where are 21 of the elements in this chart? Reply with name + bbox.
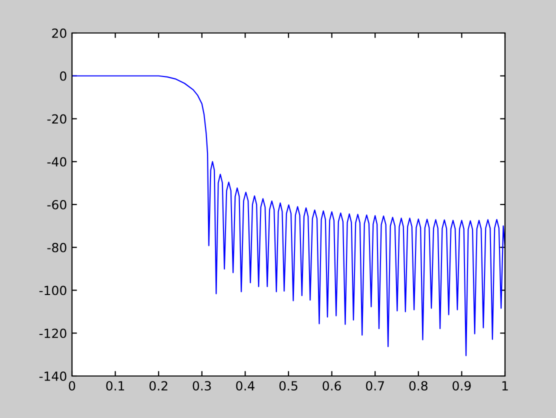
y-tick-label: -20 xyxy=(47,114,66,124)
x-tick-label: 0.9 xyxy=(452,381,471,391)
x-tick-label: 0.7 xyxy=(366,381,384,391)
x-tick-label: 0.1 xyxy=(106,381,124,391)
x-tick-label: 0.4 xyxy=(236,381,254,391)
y-tick-label: -40 xyxy=(47,157,66,167)
x-tick-label: 0.2 xyxy=(149,381,168,391)
x-tick-label: 0.8 xyxy=(409,381,428,391)
x-tick-label: 0.6 xyxy=(322,381,341,391)
y-tick-label: 0 xyxy=(60,71,66,81)
line-series xyxy=(72,75,505,356)
y-tick-label: -80 xyxy=(47,242,66,252)
y-tick-label: 20 xyxy=(52,28,66,38)
y-tick-label: -140 xyxy=(39,371,66,381)
x-tick-label: 0.3 xyxy=(192,381,211,391)
x-tick-label: 1 xyxy=(502,381,508,390)
y-tick-label: -60 xyxy=(47,200,66,210)
y-tick-label: -100 xyxy=(39,286,66,296)
x-tick-label: 0.5 xyxy=(279,381,298,391)
y-tick-label: -120 xyxy=(39,328,66,338)
x-tick-label: 0 xyxy=(68,381,76,391)
